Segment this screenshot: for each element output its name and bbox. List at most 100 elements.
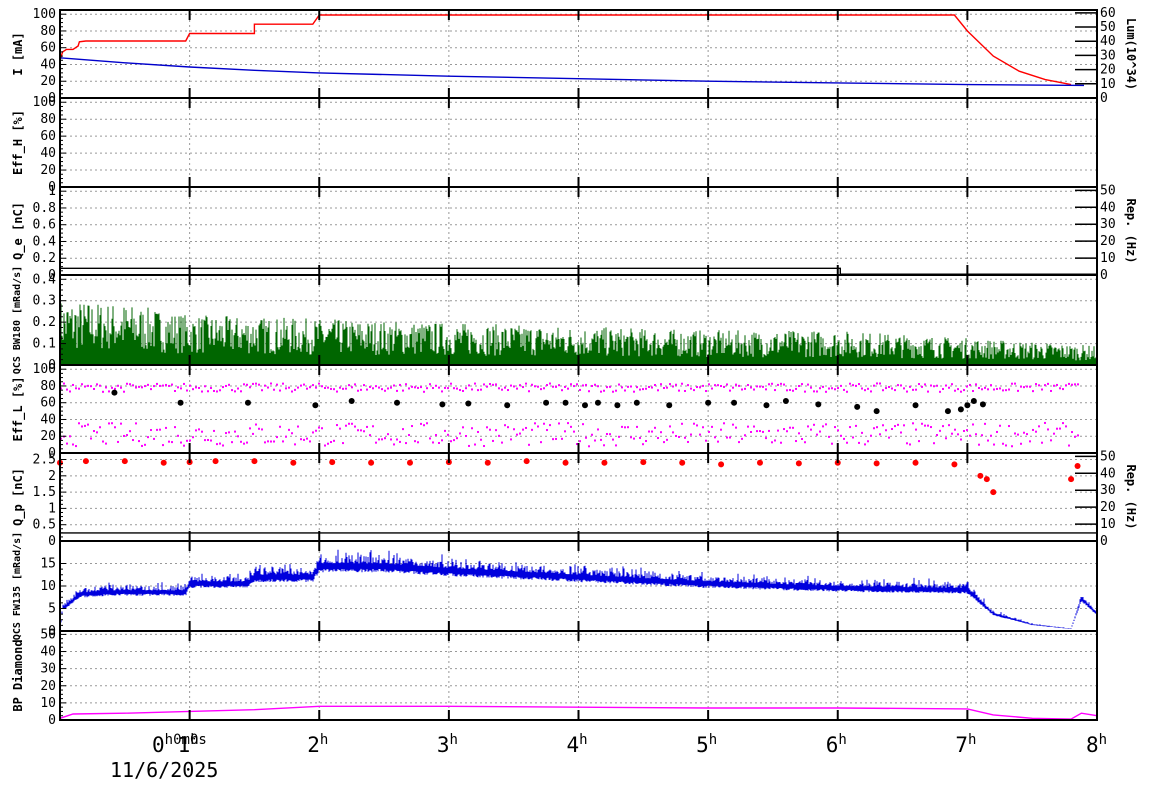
series-dot [468, 384, 470, 387]
series-dot [564, 385, 566, 388]
series-dot [1011, 445, 1013, 448]
right-y-tick-label: 20 [1100, 234, 1116, 249]
series-dot [930, 384, 932, 387]
series-dot [237, 435, 239, 438]
series-dot [417, 386, 419, 389]
series-dot [918, 440, 920, 443]
series-dot [261, 389, 263, 392]
series-dot [243, 383, 245, 386]
series-line [59, 14, 1072, 86]
series-dot [783, 383, 785, 386]
series-dot [324, 386, 326, 389]
series-dot [999, 424, 1001, 427]
y-tick-label: 0 [48, 358, 56, 373]
series-dot [108, 422, 110, 425]
series-dot [132, 384, 134, 387]
data-point [763, 402, 770, 409]
series-dot [93, 430, 95, 433]
series-dot [147, 383, 149, 386]
y-tick-label: 0.2 [33, 251, 56, 266]
series-dot [117, 384, 119, 387]
series-dot [558, 384, 560, 387]
series-dot [66, 388, 68, 391]
series-dot [1020, 385, 1022, 388]
series-dot [837, 387, 839, 390]
series-dot [567, 422, 569, 425]
series-dot [267, 386, 269, 389]
series-dot [825, 390, 827, 393]
date-label: 11/6/2025 [110, 758, 218, 782]
series-dot [960, 438, 962, 441]
series-dot [267, 440, 269, 443]
series-dot [369, 434, 371, 437]
data-point [951, 461, 958, 468]
series-dot [375, 441, 377, 444]
series-dot [120, 422, 122, 425]
series-dot [555, 437, 557, 440]
series-dot [882, 389, 884, 392]
series-dot [339, 386, 341, 389]
series-dot [471, 427, 473, 430]
series-dot [606, 386, 608, 389]
series-dot [291, 432, 293, 435]
series-dot [354, 383, 356, 386]
series-dot [888, 385, 890, 388]
series-dot [462, 389, 464, 392]
series-dot [234, 430, 236, 433]
series-dot [837, 429, 839, 432]
series-dot [969, 383, 971, 386]
right-y-tick-label: 10 [1100, 251, 1116, 266]
series-dot [984, 422, 986, 425]
data-point [121, 458, 128, 465]
series-dot [111, 386, 113, 389]
series-dot [165, 426, 167, 429]
panel-frame [59, 452, 1098, 542]
series-dot [666, 438, 668, 441]
series-dot [1005, 389, 1007, 392]
series-dot [1044, 421, 1046, 424]
series-dot [885, 387, 887, 390]
data-point [543, 399, 550, 406]
series-dot [108, 390, 110, 393]
series-dot [87, 384, 89, 387]
series-dot [792, 426, 794, 429]
y-axis-label: Q_e [nC] [11, 202, 26, 260]
data-point [601, 459, 608, 466]
series-dot [183, 444, 185, 447]
series-dot [1044, 384, 1046, 387]
series-dot [522, 386, 524, 389]
series-dot [1029, 385, 1031, 388]
right-axis-label: Lum(10^34) [1124, 18, 1138, 90]
x-tick-label: 8h [1086, 732, 1107, 757]
data-point [633, 399, 640, 406]
series-dot [588, 390, 590, 393]
series-dot [489, 428, 491, 431]
series-dot [777, 429, 779, 432]
series-dot [780, 441, 782, 444]
series-dot [420, 386, 422, 389]
series-dot [297, 425, 299, 428]
series-dot [213, 429, 215, 432]
series-dot [711, 425, 713, 428]
series-dot [240, 390, 242, 393]
data-point [977, 472, 984, 479]
right-y-tick-label: 60 [1100, 6, 1116, 21]
series-dot [774, 389, 776, 392]
series-dot [708, 430, 710, 433]
y-tick-label: 40 [40, 57, 56, 72]
series-dot [504, 386, 506, 389]
x-tick-label: 2h [307, 732, 328, 757]
data-point [979, 401, 986, 408]
series-dot [486, 385, 488, 388]
series-dot [807, 383, 809, 386]
series-dot [738, 384, 740, 387]
series-dot [537, 425, 539, 428]
series-dot [183, 382, 185, 385]
series-dot [69, 435, 71, 438]
series-dot [1065, 425, 1067, 428]
series-dot [855, 384, 857, 387]
series-dot [588, 445, 590, 448]
series-dot [447, 433, 449, 436]
series-dot [774, 439, 776, 442]
y-axis-label: QCS BW180 [mRad/s] [12, 266, 23, 374]
